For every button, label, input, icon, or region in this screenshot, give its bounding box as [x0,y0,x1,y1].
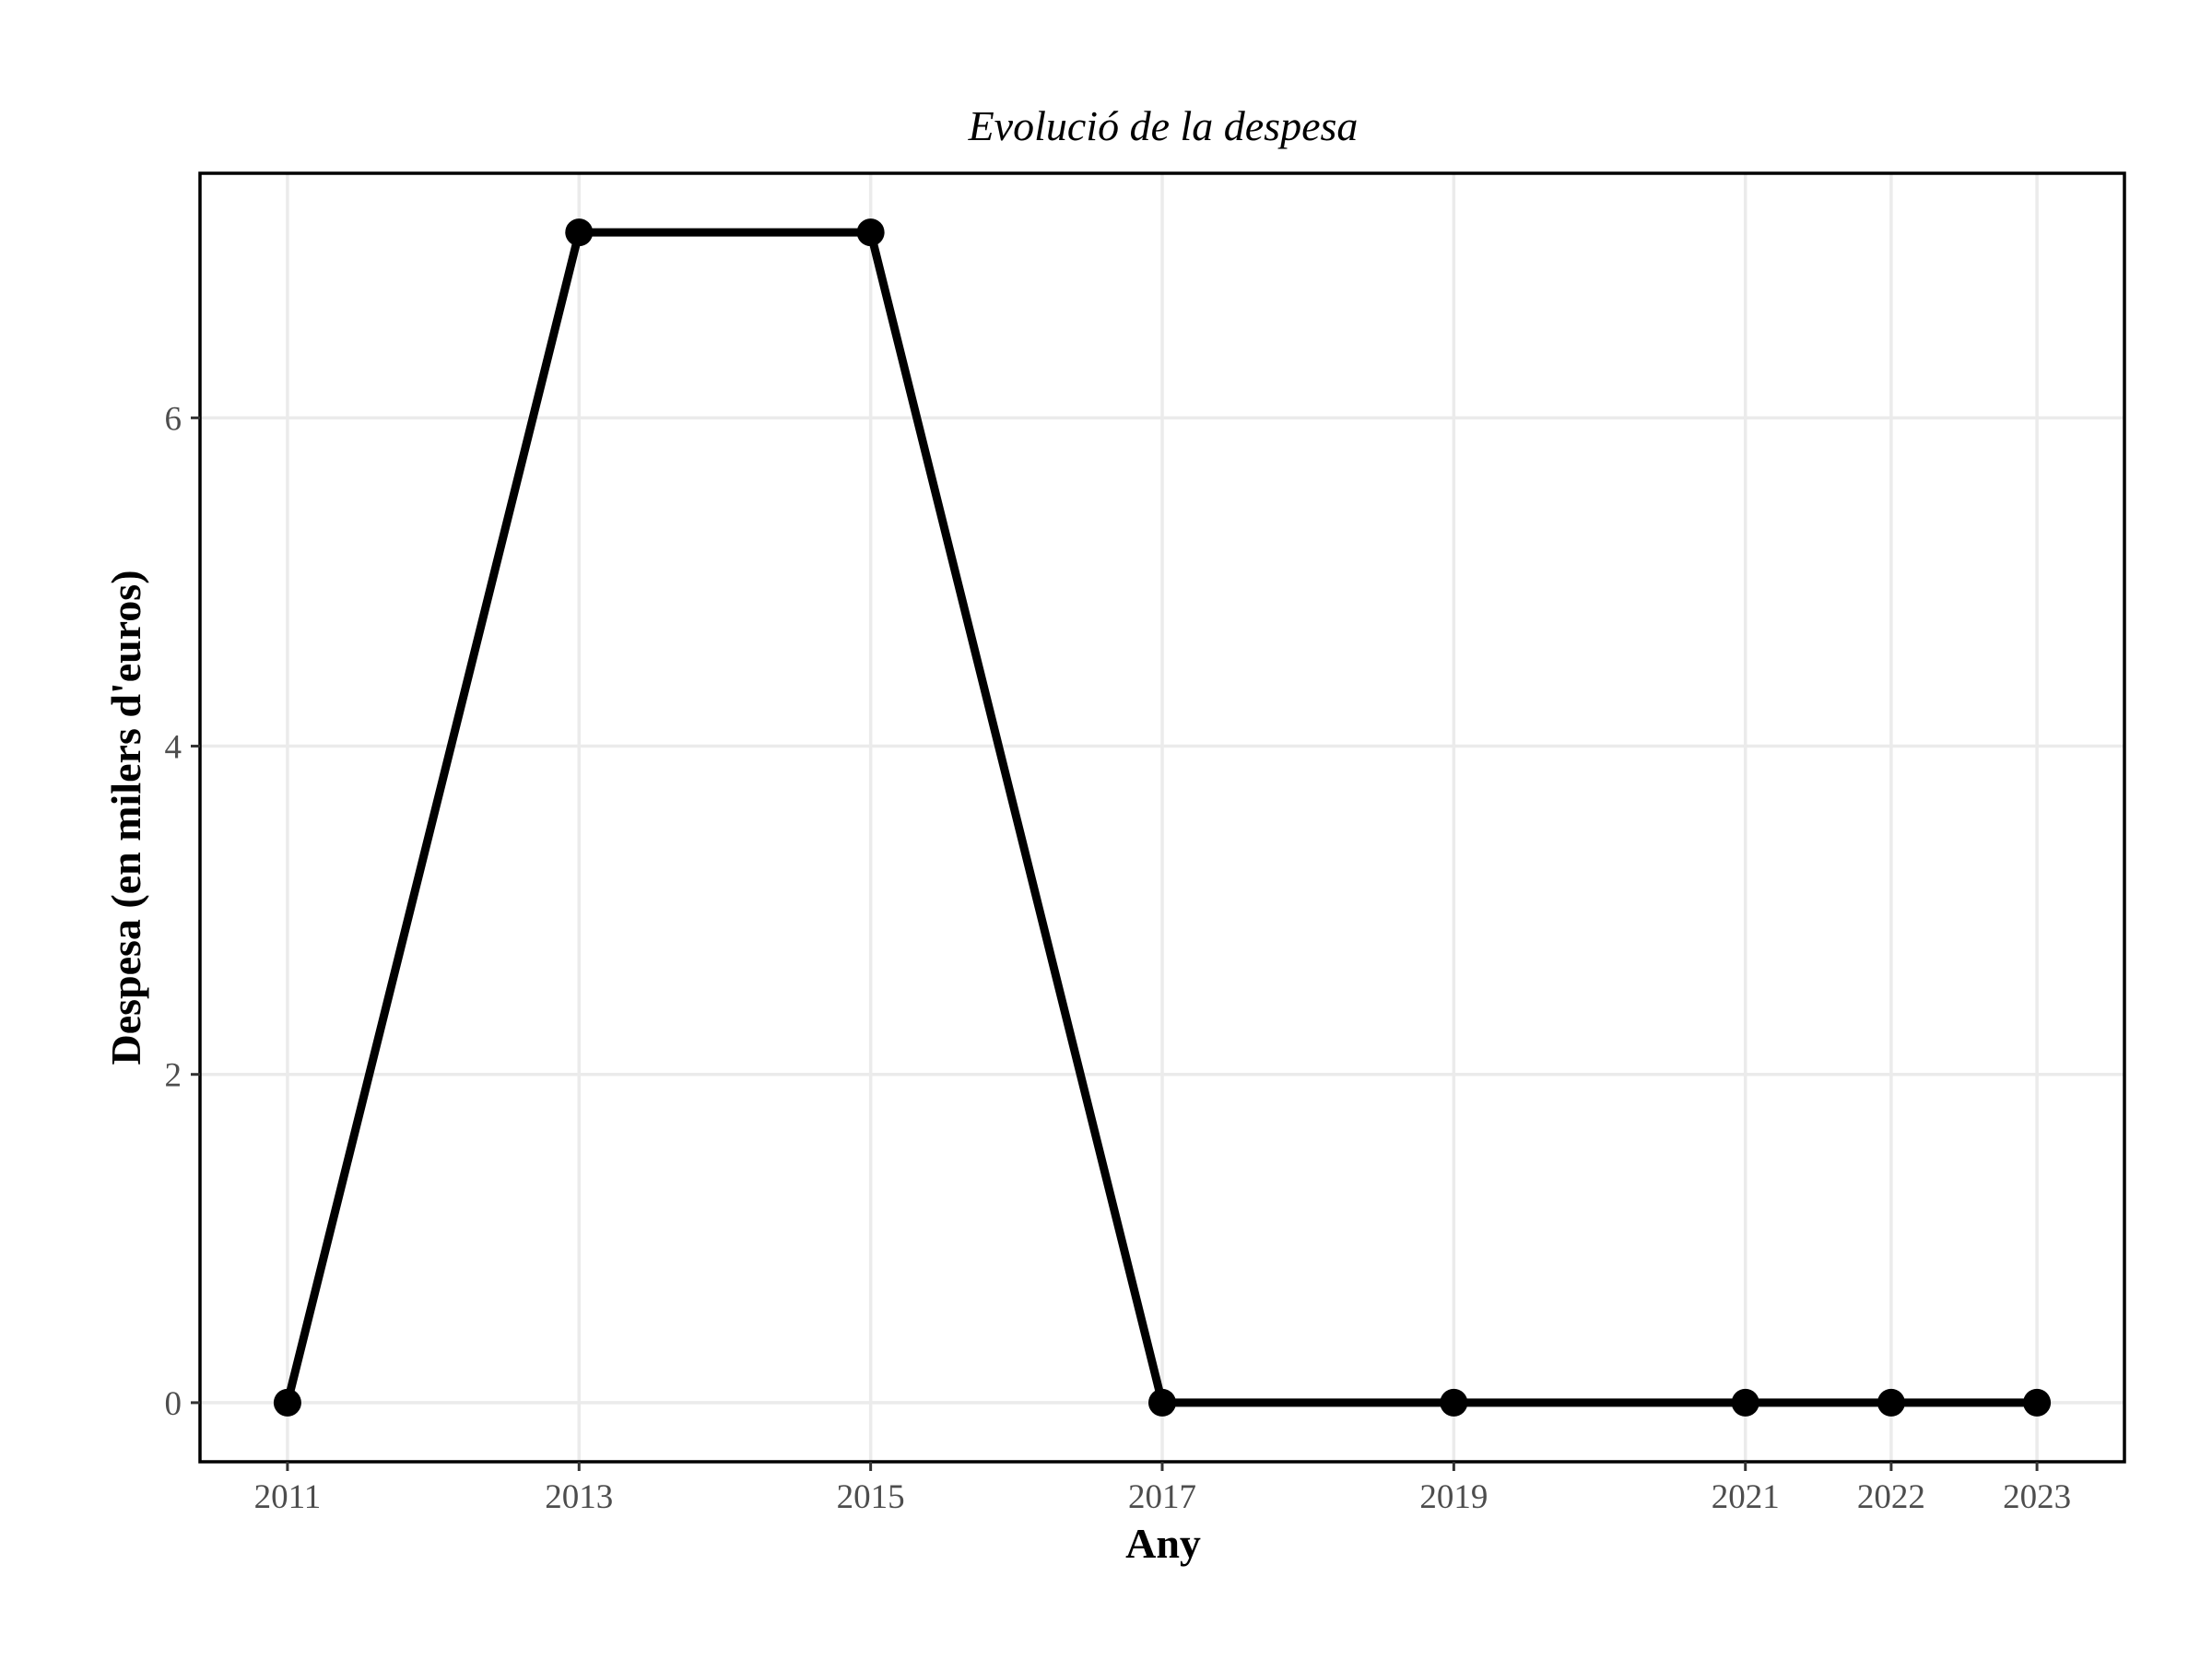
x-tick-label: 2015 [837,1478,905,1516]
y-tick-label: 0 [165,1385,182,1423]
data-point [1148,1388,1176,1417]
data-point [565,218,594,247]
x-tick-label: 2011 [254,1478,322,1516]
x-tick-label: 2019 [1419,1478,1488,1516]
x-tick-label: 2013 [545,1478,613,1516]
chart-title: Evolució de la despesa [968,102,1359,149]
y-tick-label: 6 [165,400,182,438]
data-point [2023,1388,2052,1417]
series [273,218,2052,1417]
x-tick-label: 2021 [1712,1478,1780,1516]
data-point [856,218,885,247]
grid [200,173,2124,1462]
y-tick-label: 4 [165,729,182,767]
x-tick-label: 2017 [1128,1478,1196,1516]
axes: 0 2 4 6 2011 2013 2015 2017 2019 2021 2022 2023 [165,400,2072,1516]
y-axis-label: Despesa (en milers d'euros) [102,570,149,1065]
data-point [1877,1388,1905,1417]
x-tick-label: 2023 [2003,1478,2071,1516]
series-line [283,228,2041,1407]
y-tick-label: 2 [165,1057,182,1095]
data-point [1440,1388,1468,1417]
data-point [273,1388,301,1417]
data-point [1731,1388,1759,1417]
x-axis-label: Any [1125,1520,1201,1567]
x-tick-label: 2022 [1857,1478,1925,1516]
